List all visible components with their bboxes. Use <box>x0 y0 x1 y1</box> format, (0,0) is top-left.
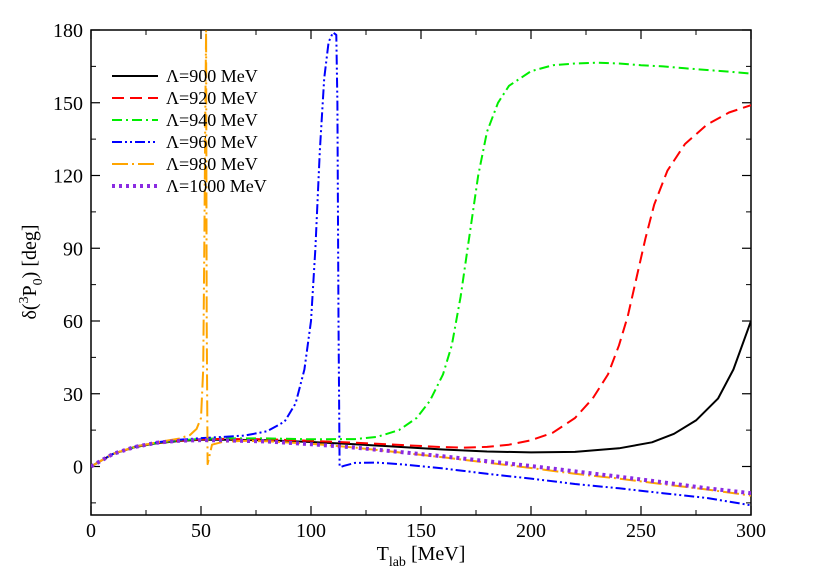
series-group <box>91 30 751 507</box>
x-axis-title-unit: [MeV] <box>406 543 465 565</box>
y-tick-label: 30 <box>63 384 83 406</box>
ticks: 0 50 100 150 200 250 300 0 30 60 90 120 150 180 <box>53 20 766 542</box>
x-tick-label: 150 <box>406 520 436 542</box>
y-tick-label: 120 <box>53 166 83 188</box>
x-axis-title-sub: lab <box>389 555 406 570</box>
x-tick-label: 300 <box>736 520 766 542</box>
legend-label: Λ=980 MeV <box>166 154 258 174</box>
legend-label: Λ=900 MeV <box>166 66 258 86</box>
x-tick-label: 0 <box>86 520 96 542</box>
y-axis-title-sub: 0 <box>31 278 46 285</box>
y-tick-label: 180 <box>53 20 83 42</box>
x-tick-label: 100 <box>296 520 326 542</box>
y-tick-label: 0 <box>73 457 83 479</box>
y-tick-label: 90 <box>63 238 83 260</box>
y-axis-title-sup: 3 <box>17 296 32 303</box>
legend-label: Λ=920 MeV <box>166 88 258 108</box>
y-axis-title-post: ) [deg] <box>19 224 41 278</box>
y-tick-label: 150 <box>53 93 83 115</box>
x-tick-label: 250 <box>626 520 656 542</box>
legend-label: Λ=940 MeV <box>166 110 258 130</box>
x-tick-label: 50 <box>191 520 211 542</box>
series-line-900 <box>91 320 751 468</box>
y-tick-label: 60 <box>63 311 83 333</box>
y-axis-title-main: P <box>19 285 41 296</box>
series-line-920 <box>91 104 751 468</box>
legend-label: Λ=960 MeV <box>166 132 258 152</box>
y-axis-title-pre: δ( <box>19 303 41 319</box>
x-axis-title-main: T <box>377 543 389 565</box>
series-line-960 <box>91 31 751 507</box>
series-line-980 <box>91 30 751 497</box>
series-line-1000 <box>91 438 751 496</box>
x-tick-label: 200 <box>516 520 546 542</box>
x-axis-title: Tlab [MeV] <box>377 543 466 570</box>
y-axis-title: δ(3P0) [deg] <box>17 224 46 319</box>
legend-label: Λ=1000 MeV <box>166 176 267 196</box>
